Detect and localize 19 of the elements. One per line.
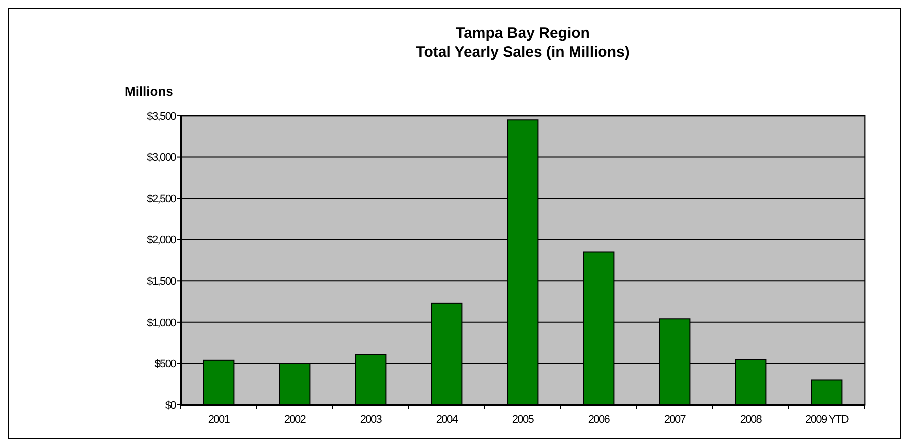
x-tick-label: 2004 [436, 414, 458, 426]
x-tick-label: 2006 [588, 414, 610, 426]
y-tick-label: $500 [154, 358, 177, 371]
x-tick-label: 2003 [360, 414, 382, 426]
x-tick-label: 2002 [284, 414, 306, 426]
x-tick-label: 2001 [208, 414, 230, 426]
y-tick-label: $3,500 [147, 110, 177, 123]
y-tick-label: $1,500 [147, 276, 177, 288]
y-tick-label: $3,000 [147, 152, 177, 164]
y-tick-label: $2,000 [147, 234, 177, 247]
y-tick-label: $1,000 [147, 317, 177, 330]
y-tick-label: $0 [165, 400, 177, 412]
y-tick-label: $2,500 [147, 193, 177, 206]
y-axis-title: Millions [125, 84, 174, 99]
chart-title: Tampa Bay Region Total Yearly Sales (in Millions) [416, 25, 630, 61]
x-tick-label: 2005 [512, 414, 534, 426]
x-tick-label: 2007 [664, 414, 686, 426]
x-tick-label: 2009 YTD [806, 414, 850, 426]
x-tick-label: 2008 [740, 414, 762, 426]
